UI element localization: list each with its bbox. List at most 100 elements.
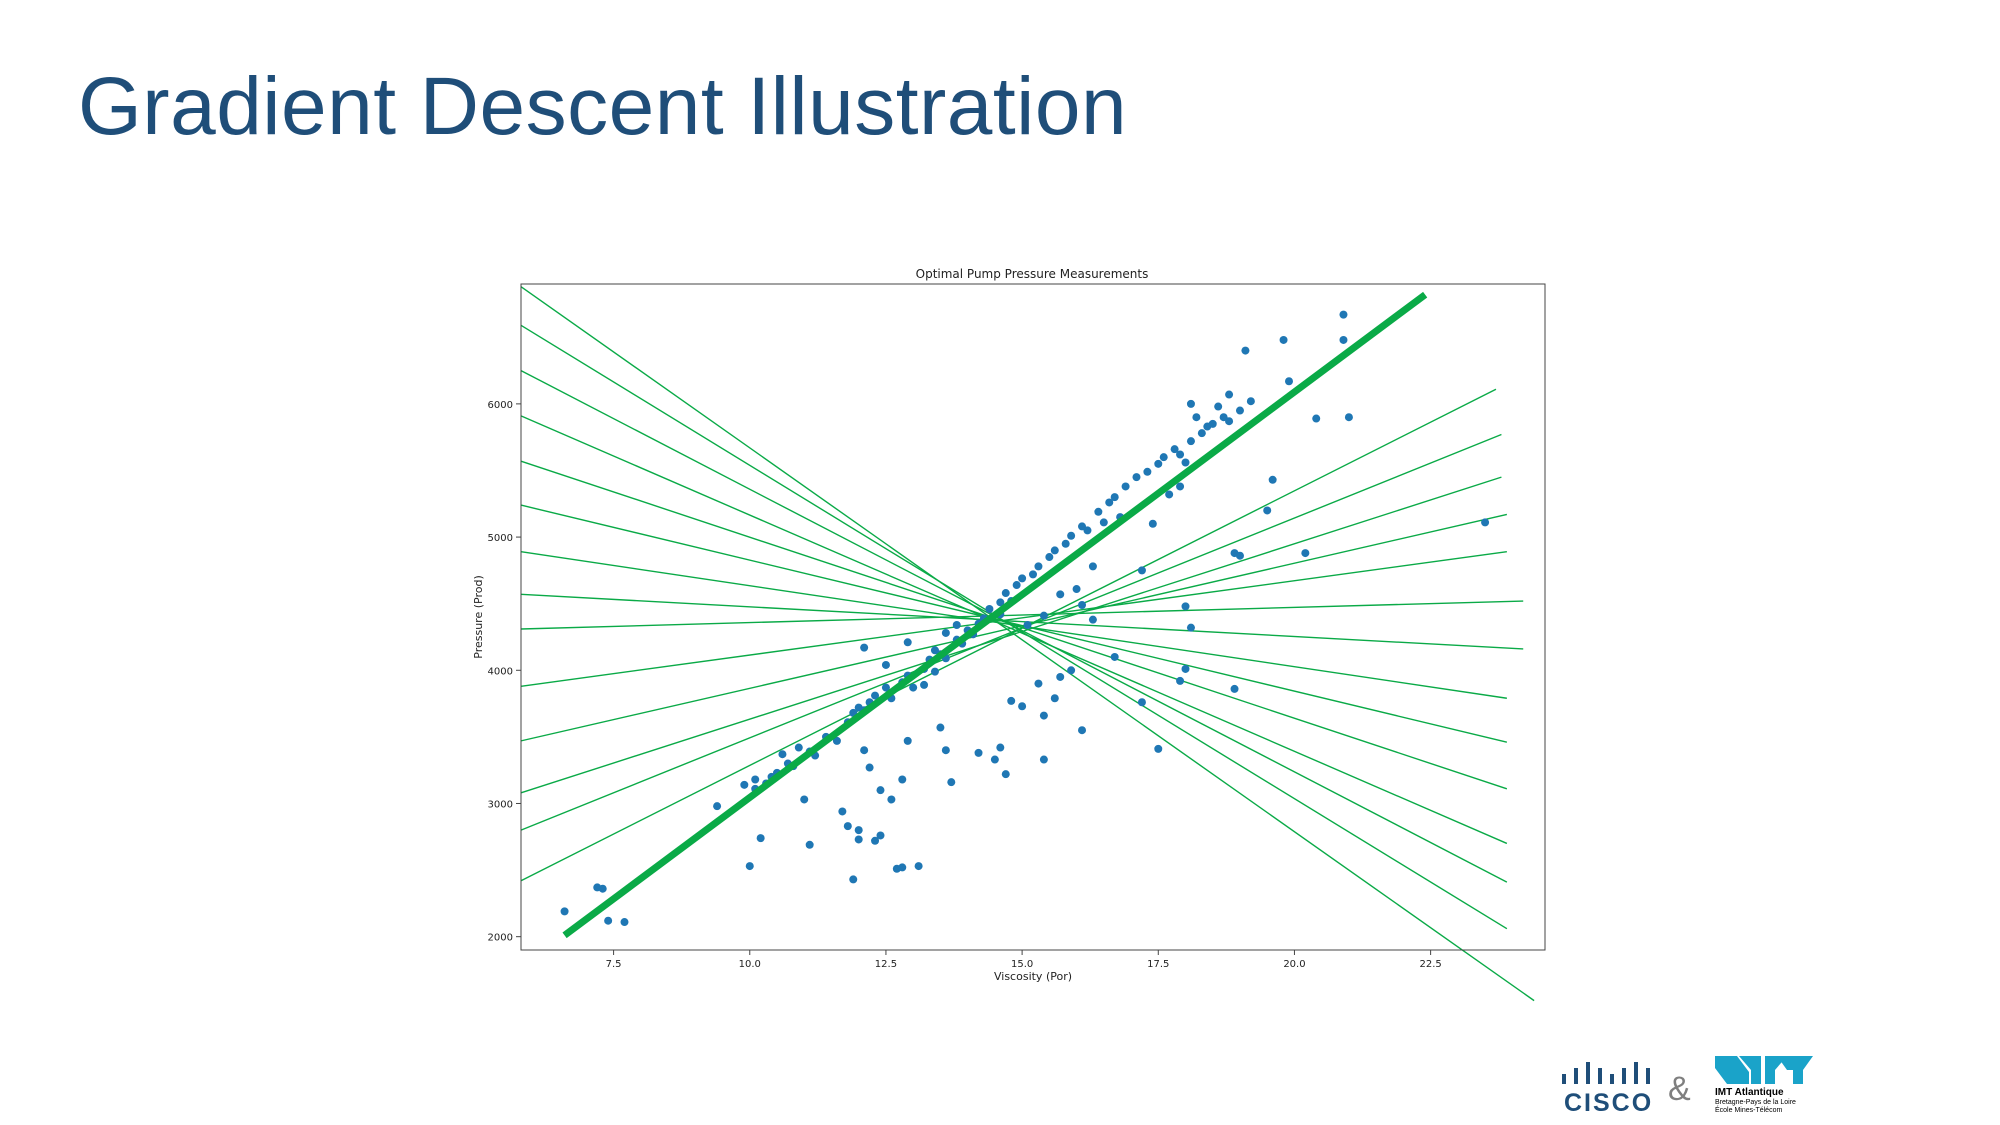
candidate-line — [520, 600, 1524, 630]
data-point — [1246, 397, 1255, 406]
data-point — [1268, 475, 1277, 484]
y-tick-label: 5000 — [488, 533, 513, 544]
data-point — [1067, 531, 1076, 540]
data-point — [871, 836, 880, 845]
y-tick-label: 4000 — [488, 666, 513, 677]
x-tick-label: 10.0 — [739, 959, 761, 970]
data-point — [1312, 414, 1321, 423]
data-point — [604, 916, 613, 925]
data-point — [952, 620, 961, 629]
slide-title: Gradient Descent Illustration — [78, 61, 1128, 152]
data-point — [860, 746, 869, 755]
data-point — [854, 826, 863, 835]
data-point — [849, 875, 858, 884]
data-point — [1181, 458, 1190, 467]
y-tick-label: 6000 — [488, 400, 513, 411]
data-point — [990, 755, 999, 764]
data-point — [1078, 726, 1087, 735]
data-point — [1186, 437, 1195, 446]
data-point — [1225, 390, 1234, 399]
data-point — [1039, 711, 1048, 720]
data-point — [1154, 459, 1163, 468]
data-point — [751, 775, 760, 784]
data-point — [941, 628, 950, 637]
data-point — [1105, 498, 1114, 507]
data-point — [1088, 562, 1097, 571]
candidate-line — [520, 504, 1508, 743]
data-point — [713, 802, 722, 811]
data-point — [1023, 620, 1032, 629]
data-point — [800, 795, 809, 804]
data-point — [838, 807, 847, 816]
data-point — [1039, 611, 1048, 620]
imt-subtitle-line: École Mines-Télécom — [1715, 1107, 1783, 1114]
data-point — [1186, 623, 1195, 632]
data-point — [1137, 566, 1146, 575]
x-tick-label: 12.5 — [875, 959, 897, 970]
data-point — [930, 667, 939, 676]
candidate-line — [520, 415, 1508, 845]
imt-name: IMT Atlantique — [1715, 1087, 1784, 1098]
data-point — [843, 822, 852, 831]
data-point — [1197, 429, 1206, 438]
candidate-line — [520, 593, 1524, 650]
data-point — [1067, 666, 1076, 675]
data-point — [1110, 652, 1119, 661]
data-point — [1165, 490, 1174, 499]
data-point — [1045, 553, 1054, 562]
data-point — [1072, 585, 1081, 594]
data-point — [1235, 406, 1244, 415]
y-tick-label: 2000 — [488, 933, 513, 944]
data-point — [1099, 518, 1108, 527]
data-point — [778, 750, 787, 759]
data-point — [745, 862, 754, 871]
data-point — [1301, 549, 1310, 558]
candidate-line — [520, 286, 1535, 1002]
data-point — [1176, 482, 1185, 491]
data-point — [1285, 377, 1293, 386]
x-tick-label: 17.5 — [1147, 959, 1169, 970]
candidate-line — [520, 551, 1507, 687]
data-point — [865, 763, 874, 772]
data-point — [1001, 770, 1010, 779]
data-point — [1034, 679, 1043, 688]
candidate-line — [520, 433, 1502, 831]
data-point — [1154, 744, 1163, 753]
x-tick-label: 15.0 — [1011, 959, 1033, 970]
data-point — [1034, 562, 1043, 571]
data-point — [854, 835, 863, 844]
data-point — [1001, 589, 1010, 598]
data-point — [1110, 493, 1119, 502]
data-point — [620, 918, 629, 927]
data-point — [1050, 694, 1059, 703]
footer-logos: CISCO & IMT Atlantique Bretagne-Pays de … — [1550, 1042, 1850, 1122]
candidate-line — [520, 513, 1508, 742]
data-point — [1029, 570, 1037, 579]
data-point — [1176, 450, 1185, 459]
data-point — [1121, 482, 1130, 491]
data-point — [887, 795, 896, 804]
data-point — [1186, 399, 1195, 408]
data-point — [1083, 526, 1092, 535]
data-point — [1007, 696, 1016, 705]
candidate-line — [520, 369, 1508, 883]
data-point — [876, 831, 885, 840]
data-point — [1235, 551, 1244, 560]
data-point — [1181, 602, 1190, 611]
ampersand: & — [1668, 1070, 1691, 1108]
data-point — [941, 746, 950, 755]
imt-subtitle-line: Bretagne-Pays de la Loire — [1715, 1099, 1796, 1106]
y-axis-label: Pressure (Prod) — [472, 575, 485, 658]
data-point — [1012, 581, 1021, 590]
data-point — [1344, 413, 1353, 422]
data-point — [1263, 506, 1272, 515]
data-point — [1148, 519, 1157, 528]
data-point — [1339, 335, 1348, 344]
data-point — [1214, 402, 1223, 411]
data-point — [903, 638, 912, 647]
data-point — [1137, 698, 1146, 707]
data-point — [756, 834, 765, 843]
data-point — [1339, 310, 1348, 319]
data-point — [1050, 546, 1059, 555]
